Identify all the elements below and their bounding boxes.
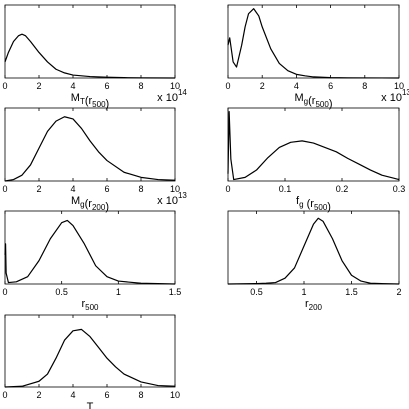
x-tick-label: 0 [2, 81, 7, 91]
x-tick-label: 2 [260, 81, 265, 91]
x-tick-label: 8 [138, 81, 143, 91]
chart-panel-3: 0 2 4 6 8 10x 1013 Mg(r200) [2, 107, 187, 213]
chart-panel-7: 0 2 4 6 8 10 T [2, 314, 180, 409]
x-tick-label: 1 [116, 287, 121, 297]
x-axis-label: Mg(r200) [71, 195, 109, 213]
x-exponent-label: x 1013 [381, 88, 409, 104]
x-tick-label: 1.5 [169, 287, 182, 297]
x-tick-label: 10 [394, 81, 404, 91]
chart-panel-6: 0.5 1 1.5 2 r200 [227, 210, 402, 312]
axes-frame [4, 314, 176, 388]
x-tick-label: 8 [362, 81, 367, 91]
data-series-line [227, 111, 400, 181]
x-tick-label: 0 [2, 184, 7, 194]
x-axis-label: T [87, 401, 94, 409]
x-tick-label: 2 [36, 184, 41, 194]
x-tick-label: 2 [36, 81, 41, 91]
data-series-line [227, 217, 400, 285]
x-tick-label: 8 [138, 390, 143, 400]
x-tick-label: 2 [396, 287, 401, 297]
x-tick-label: 8 [138, 184, 143, 194]
x-tick-label: 0 [225, 81, 230, 91]
x-tick-label: 1.5 [345, 287, 358, 297]
axes-frame [227, 210, 400, 285]
x-tick-label: 4 [70, 81, 75, 91]
chart-panel-4: 0 0.1 0.2 0.3 fg (r500) [225, 107, 406, 213]
data-series-line [4, 33, 176, 79]
data-series-line [4, 328, 176, 388]
x-axis-label: r200 [305, 298, 323, 312]
axes-frame [4, 4, 176, 79]
x-axis-label: r500 [81, 298, 99, 312]
x-exponent-label: x 1014 [157, 88, 187, 104]
data-series-line [4, 219, 176, 285]
x-axis-label: MT(r500) [71, 92, 109, 110]
x-tick-label: 10 [170, 184, 180, 194]
x-axis-label: Mg(r500) [295, 92, 333, 110]
axes-frame [227, 4, 400, 79]
chart-panel-5: 0 0.5 1 1.5 r500 [2, 210, 182, 312]
axes-frame [227, 107, 400, 182]
x-tick-label: 0.5 [55, 287, 68, 297]
axes-frame [4, 107, 176, 182]
x-tick-label: 10 [170, 81, 180, 91]
x-tick-label: 4 [294, 81, 299, 91]
chart-panel-1: 0 2 4 6 8 10x 1014 MT(r500) [2, 4, 187, 110]
x-tick-label: 10 [170, 390, 180, 400]
data-series-line [4, 116, 176, 182]
chart-panel-2: 0 2 4 6 8 10x 1013 Mg(r500) [225, 4, 409, 110]
x-tick-label: 6 [328, 81, 333, 91]
x-tick-label: 2 [36, 390, 41, 400]
x-tick-label: 6 [104, 184, 109, 194]
x-tick-label: 0 [2, 390, 7, 400]
x-tick-label: 0 [2, 287, 7, 297]
x-tick-label: 1 [301, 287, 306, 297]
data-series-line [227, 8, 400, 79]
x-tick-label: 4 [70, 184, 75, 194]
x-tick-label: 6 [104, 390, 109, 400]
x-tick-label: 0 [225, 184, 230, 194]
x-tick-label: 0.2 [336, 184, 349, 194]
x-tick-label: 4 [70, 390, 75, 400]
x-tick-label: 0.5 [250, 287, 263, 297]
x-tick-label: 0.1 [279, 184, 292, 194]
x-tick-label: 0.3 [393, 184, 406, 194]
x-axis-label: fg (r500) [296, 195, 331, 213]
x-tick-label: 6 [104, 81, 109, 91]
x-exponent-label: x 1013 [157, 191, 187, 207]
